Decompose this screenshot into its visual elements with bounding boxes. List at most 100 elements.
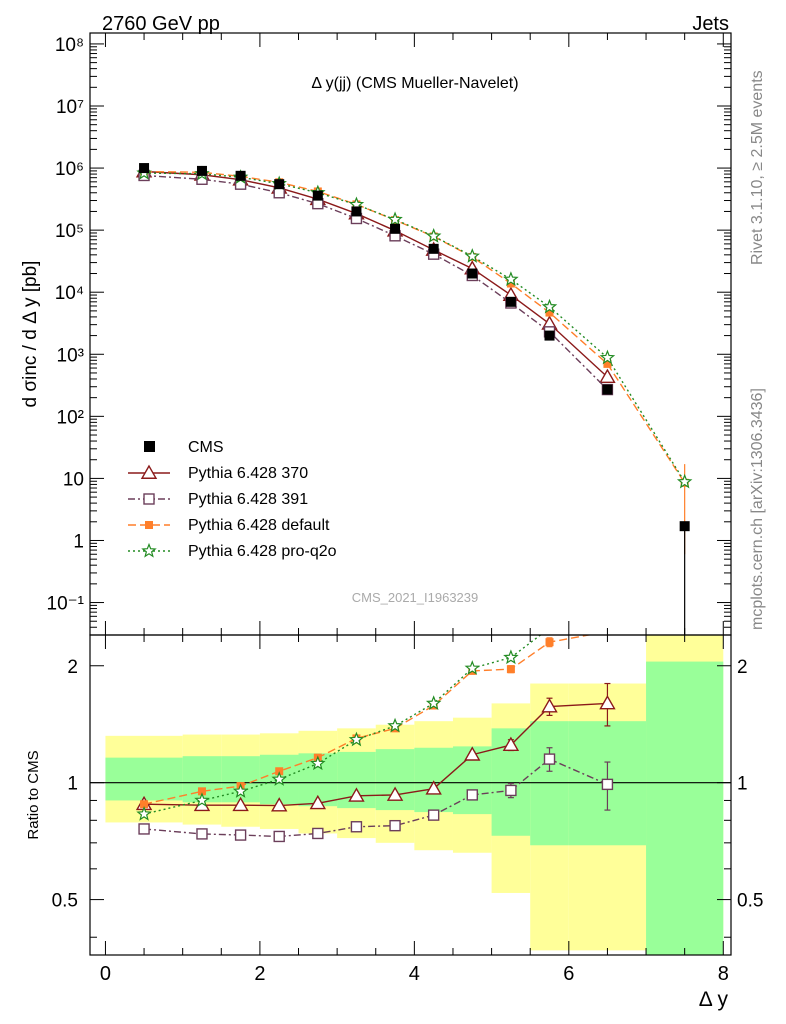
marker-open-triangle <box>541 698 558 713</box>
marker-open-square <box>312 827 324 840</box>
y-axis-label: d σinc / d Δ y [pb] <box>20 261 41 408</box>
legend: CMS Pythia 6.428 370 Pythia 6.428 391 Pythi… <box>128 439 337 560</box>
marker-open-triangle <box>425 780 442 795</box>
marker-filled-square <box>145 521 153 529</box>
legend-label: Pythia 6.428 370 <box>188 465 308 482</box>
marker-open-star <box>503 649 519 665</box>
y-tick-label: 10⁻¹ <box>47 594 85 615</box>
marker-open-star <box>464 248 481 263</box>
y-tick-label: 10² <box>57 407 84 428</box>
legend-label: Pythia 6.428 pro-q2o <box>188 543 337 560</box>
data-point <box>428 243 439 254</box>
ratio-tick-label-right: 0.5 <box>737 891 763 912</box>
data-point <box>312 190 323 201</box>
ratio-line <box>143 635 593 805</box>
marker-open-star <box>271 771 287 786</box>
marker-open-triangle <box>464 746 481 761</box>
marker-open-star <box>599 349 616 365</box>
marker-open-star <box>348 731 365 747</box>
marker-filled-square <box>603 359 612 368</box>
legend-label: Pythia 6.428 default <box>188 517 330 534</box>
marker-open-star <box>387 211 403 227</box>
marker-open-star <box>387 717 403 733</box>
data-point <box>467 268 478 279</box>
x-tick-label: 2 <box>254 963 265 985</box>
ratio-tick-label: 2 <box>67 657 78 678</box>
marker-open-triangle <box>309 794 327 810</box>
marker-open-triangle <box>599 368 616 383</box>
marker-open-square <box>505 784 517 797</box>
y-tick-label: 10⁵ <box>55 221 84 242</box>
x-tick-label: 0 <box>100 963 111 985</box>
ratio-tick-label: 1 <box>67 774 78 795</box>
marker-filled-square <box>506 665 515 674</box>
marker-open-star <box>503 271 519 286</box>
legend-label: Pythia 6.428 391 <box>188 491 308 508</box>
marker-open-star <box>676 473 693 489</box>
ratio-tick-label: 0.5 <box>52 891 78 912</box>
data-point <box>602 384 613 395</box>
band-inner-bin <box>646 661 724 955</box>
marker-open-square <box>427 809 440 821</box>
marker-filled-square <box>197 787 206 796</box>
x-tick-label: 6 <box>563 963 574 985</box>
marker-open-star <box>310 755 326 771</box>
ratio-tick-label-right: 1 <box>737 774 748 795</box>
marker-open-star <box>194 792 210 808</box>
marker-open-triangle <box>271 797 288 812</box>
side-text-mcplots: mcplots.cern.ch [arXiv:1306.3436] <box>749 388 766 630</box>
marker-open-triangle <box>348 787 365 802</box>
side-text-rivet: Rivet 3.1.10, ≥ 2.5M events <box>749 70 766 265</box>
marker-open-square <box>273 830 285 843</box>
chart-title: Δ y(jj) (CMS Mueller-Navelet) <box>311 75 518 92</box>
marker-filled-square <box>140 800 149 809</box>
marker-open-star <box>541 298 558 314</box>
marker-open-star <box>232 783 249 798</box>
marker-filled-square <box>545 638 554 647</box>
y-tick-label: 10⁸ <box>55 35 84 56</box>
marker-open-square <box>234 829 247 841</box>
watermark: CMS_2021_I1963239 <box>352 590 479 605</box>
band-inner-bin <box>105 757 183 801</box>
marker-open-square <box>196 828 208 840</box>
band-inner-bin <box>414 747 453 813</box>
ratio-pane-frame <box>89 634 732 956</box>
header-right: Jets <box>692 13 729 35</box>
marker-open-square <box>466 789 478 801</box>
data-point <box>544 330 555 341</box>
data-point <box>351 206 362 217</box>
x-tick-label: 8 <box>718 963 729 985</box>
marker-open-star <box>425 695 442 710</box>
x-tick-label: 4 <box>409 963 420 985</box>
data-point <box>679 521 690 532</box>
marker-open-square <box>138 823 150 835</box>
series-line <box>144 174 608 391</box>
x-axis-label: Δ y <box>699 988 729 1011</box>
ratio-tick-label-right: 2 <box>737 657 748 678</box>
marker-open-triangle <box>502 736 520 751</box>
marker-open-triangle <box>599 694 616 710</box>
y-tick-label: 10⁴ <box>55 283 84 304</box>
band-inner-bin <box>221 756 260 803</box>
data-point <box>505 296 516 307</box>
data-point <box>196 165 207 176</box>
marker-filled-square <box>506 279 515 288</box>
marker-open-triangle <box>386 786 404 801</box>
ratio-line <box>144 702 608 807</box>
legend-label-data: CMS <box>188 439 224 456</box>
header-left: 2760 GeV pp <box>102 13 220 35</box>
band-inner-bin <box>375 749 415 811</box>
marker-open-triangle <box>232 796 249 812</box>
marker-open-square <box>543 753 556 765</box>
cms-data-points <box>139 163 690 635</box>
ratio-pane-series <box>135 635 616 843</box>
ratio-axis-label: Ratio to CMS <box>25 750 42 839</box>
marker-open-star <box>425 227 442 243</box>
axes: 0 2 4 6 8 10⁻¹ 1 10 10² 10³ 10⁴ 10⁵ 10⁶ 10⁷ 10⁸ 0.5 0.5 1… <box>47 33 763 985</box>
data-point <box>139 163 150 174</box>
y-tick-label: 10³ <box>57 345 84 366</box>
data-point <box>390 223 401 234</box>
marker-open-star <box>464 660 481 675</box>
marker-open-triangle <box>140 464 158 479</box>
